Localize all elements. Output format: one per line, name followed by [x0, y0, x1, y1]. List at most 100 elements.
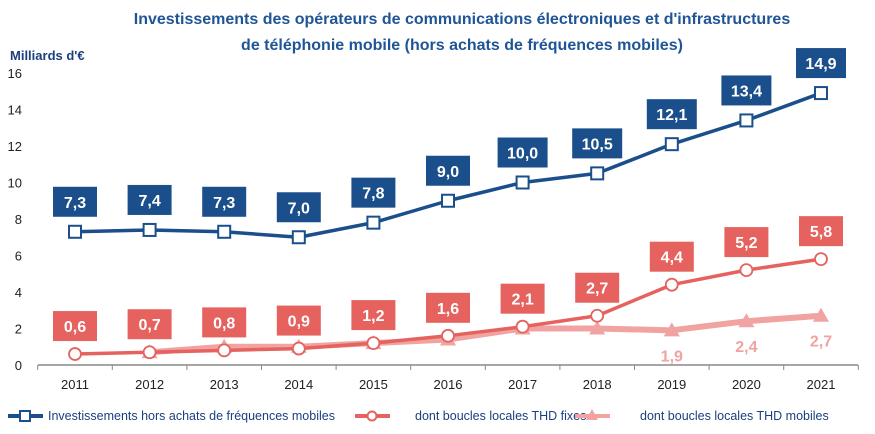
legend-triangle-icon [586, 409, 598, 420]
data-point-triangle [738, 313, 755, 328]
data-label: 1,2 [362, 308, 384, 325]
data-label: 10,0 [507, 146, 538, 163]
data-point-square [291, 230, 306, 245]
data-point-square [366, 215, 381, 230]
data-point-square [739, 113, 754, 128]
data-point-square [590, 166, 605, 181]
data-label: 2,7 [810, 334, 832, 351]
x-tick-label: 2019 [657, 377, 686, 392]
data-label: 14,9 [805, 56, 836, 73]
data-point-triangle [813, 307, 829, 322]
legend-label: dont boucles locales THD fixes [415, 409, 586, 423]
data-label: 9,0 [437, 164, 459, 181]
data-label: 13,4 [731, 83, 762, 100]
x-tick-label: 2020 [732, 377, 761, 392]
data-point-circle [814, 252, 828, 267]
y-tick-label: 4 [15, 285, 22, 300]
data-label: 12,1 [656, 107, 687, 124]
data-label-box [575, 272, 620, 303]
y-tick-label: 16 [8, 66, 22, 81]
data-point-square [515, 175, 530, 190]
data-label: 1,6 [437, 301, 459, 318]
data-label-box [53, 186, 97, 217]
data-label: 7,4 [138, 193, 160, 210]
data-label: 0,9 [288, 314, 310, 331]
data-point-circle [217, 343, 232, 358]
chart-title-line-1: Investissements des opérateurs de commun… [134, 11, 791, 28]
data-point-circle [664, 277, 679, 292]
x-tick-label: 2014 [284, 377, 313, 392]
data-label: 7,8 [362, 186, 384, 203]
data-label: 7,0 [288, 200, 310, 217]
x-tick-label: 2011 [61, 377, 89, 392]
data-label-box [53, 311, 97, 342]
data-label: 0,7 [138, 317, 160, 334]
data-label-box [351, 300, 396, 331]
legend-label: dont boucles locales THD mobiles [640, 409, 829, 423]
data-label-box [649, 241, 694, 272]
y-tick-label: 12 [8, 139, 22, 154]
data-point-circle [441, 328, 455, 343]
data-point-circle [515, 319, 530, 334]
data-label: 7,3 [213, 195, 235, 212]
data-point-circle [739, 263, 754, 278]
data-point-square [217, 224, 232, 239]
legend-square-icon [19, 410, 31, 422]
data-label-box [799, 216, 843, 247]
data-point-square [68, 224, 82, 239]
x-tick-label: 2017 [508, 377, 537, 392]
x-tick-label: 2018 [583, 377, 612, 392]
data-label-box [572, 128, 623, 159]
series-line-2 [149, 312, 822, 356]
data-point-square [142, 222, 157, 237]
data-label-box [426, 292, 470, 323]
data-label-box [796, 48, 846, 79]
y-tick-label: 6 [15, 249, 22, 264]
data-label-box [724, 227, 769, 258]
data-label-box [351, 177, 396, 208]
legend-circle-icon [366, 410, 378, 422]
data-point-square [814, 86, 828, 101]
y-tick-label: 14 [8, 103, 22, 118]
data-label-box [426, 155, 470, 186]
x-tick-label: 2013 [210, 377, 239, 392]
data-label-box [276, 192, 321, 223]
data-point-circle [142, 345, 157, 360]
x-tick-label: 2021 [807, 377, 836, 392]
data-point-circle [68, 347, 82, 361]
data-label-box [202, 307, 247, 338]
data-label: 10,5 [582, 136, 613, 153]
data-label: 7,3 [64, 195, 86, 212]
data-label: 2,7 [586, 281, 608, 298]
data-label: 5,2 [735, 235, 757, 252]
data-label: 2,4 [735, 339, 757, 356]
legend-label: Investissements hors achats de fréquence… [48, 409, 335, 423]
x-tick-label: 2016 [434, 377, 463, 392]
data-label-box [646, 99, 697, 130]
data-label: 2,1 [511, 292, 533, 309]
data-label: 0,8 [213, 315, 235, 332]
data-label: 0,6 [64, 319, 86, 336]
x-tick-label: 2012 [135, 377, 164, 392]
y-tick-label: 0 [15, 358, 22, 373]
chart-title-line-2: de téléphonie mobile (hors achats de fré… [241, 37, 683, 54]
data-label-box [202, 186, 247, 217]
data-label-box [500, 283, 545, 314]
y-tick-label: 2 [15, 322, 22, 337]
data-point-triangle [663, 322, 680, 337]
data-point-circle [291, 341, 306, 356]
data-point-square [441, 193, 455, 208]
data-point-circle [366, 336, 381, 351]
data-label-box [276, 305, 321, 336]
y-tick-label: 8 [15, 212, 22, 227]
data-label-box [497, 137, 548, 168]
data-point-triangle [589, 320, 606, 335]
data-label: 4,4 [661, 250, 683, 267]
y-tick-label: 10 [8, 176, 22, 191]
data-label: 1,9 [661, 348, 683, 365]
data-label-box [127, 309, 172, 340]
data-label-box [721, 75, 772, 106]
x-tick-label: 2015 [359, 377, 388, 392]
